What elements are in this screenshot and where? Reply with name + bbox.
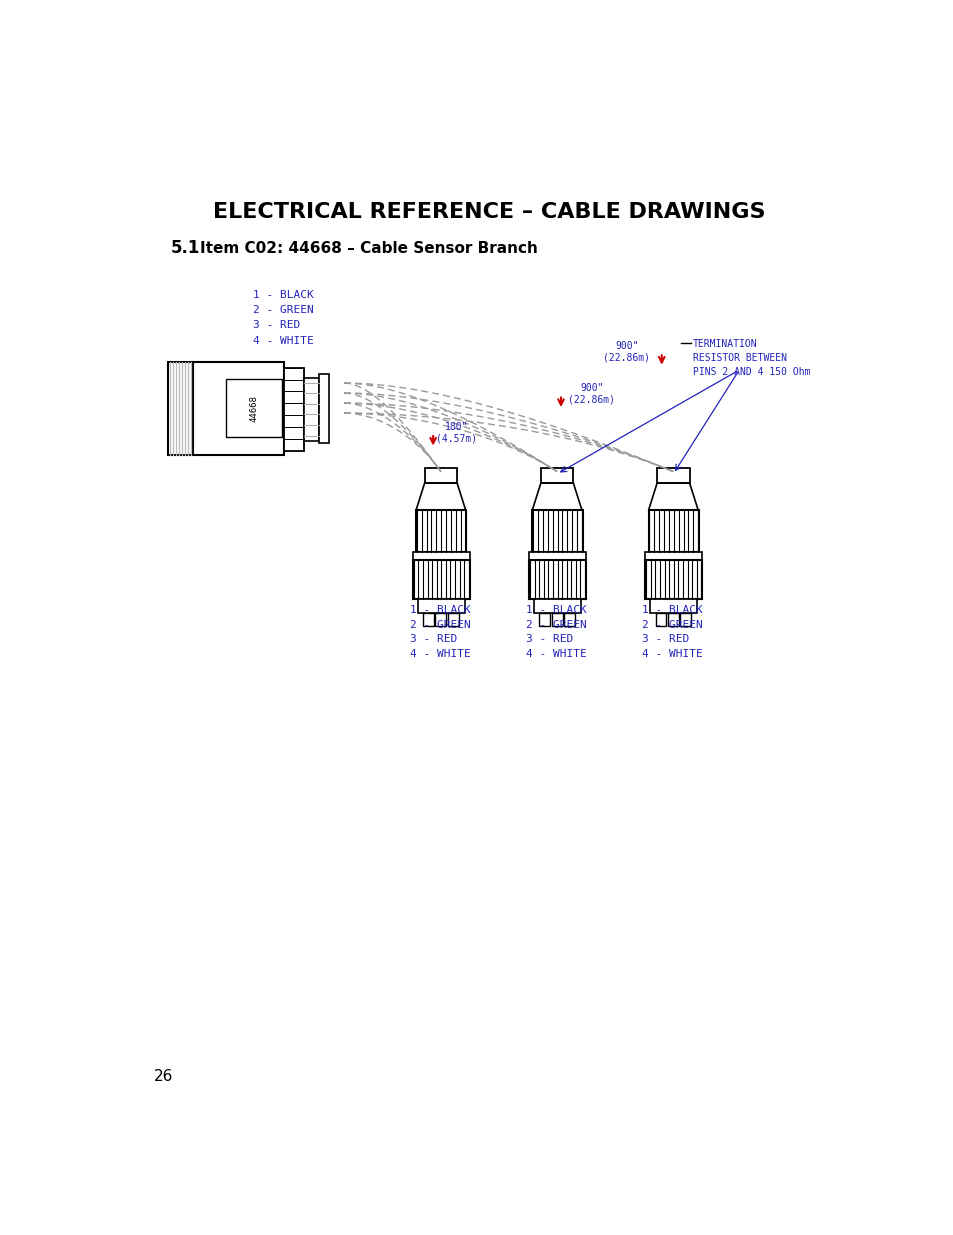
Bar bbox=[319, 374, 328, 443]
Bar bbox=[529, 552, 585, 561]
Bar bbox=[284, 368, 303, 451]
Bar bbox=[657, 468, 689, 483]
Text: 44668: 44668 bbox=[250, 395, 258, 421]
Bar bbox=[645, 561, 701, 599]
Text: 900"
(22.86m): 900" (22.86m) bbox=[568, 383, 615, 405]
Bar bbox=[303, 378, 319, 441]
Text: 2 - GREEN: 2 - GREEN bbox=[641, 620, 702, 630]
Bar bbox=[435, 613, 446, 626]
Text: 2 - GREEN: 2 - GREEN bbox=[410, 620, 470, 630]
Bar bbox=[532, 510, 582, 552]
Bar bbox=[193, 362, 284, 454]
Polygon shape bbox=[532, 483, 581, 510]
Bar bbox=[679, 613, 691, 626]
Text: 1 - BLACK: 1 - BLACK bbox=[253, 289, 313, 300]
Text: 3 - RED: 3 - RED bbox=[410, 635, 456, 645]
Bar bbox=[168, 362, 193, 454]
Bar bbox=[424, 468, 456, 483]
Bar bbox=[413, 561, 469, 599]
Text: 2 - GREEN: 2 - GREEN bbox=[525, 620, 586, 630]
Bar bbox=[413, 552, 469, 561]
Polygon shape bbox=[416, 483, 465, 510]
Bar bbox=[416, 510, 466, 552]
Bar bbox=[551, 613, 562, 626]
Text: TERMINATION
RESISTOR BETWEEN
PINS 2 AND 4 150 Ohm: TERMINATION RESISTOR BETWEEN PINS 2 AND … bbox=[692, 340, 809, 377]
Bar bbox=[417, 599, 464, 613]
Bar bbox=[226, 379, 282, 437]
Bar bbox=[422, 613, 434, 626]
Bar bbox=[563, 613, 575, 626]
Bar bbox=[655, 613, 666, 626]
Bar bbox=[645, 552, 701, 561]
Text: 2 - GREEN: 2 - GREEN bbox=[253, 305, 313, 315]
Text: ELECTRICAL REFERENCE – CABLE DRAWINGS: ELECTRICAL REFERENCE – CABLE DRAWINGS bbox=[213, 203, 764, 222]
Text: 4 - WHITE: 4 - WHITE bbox=[253, 336, 313, 346]
Text: 900"
(22.86m): 900" (22.86m) bbox=[602, 341, 650, 362]
Text: 1 - BLACK: 1 - BLACK bbox=[525, 605, 586, 615]
Bar bbox=[538, 613, 550, 626]
Text: 1 - BLACK: 1 - BLACK bbox=[410, 605, 470, 615]
Text: 3 - RED: 3 - RED bbox=[641, 635, 689, 645]
Text: 1 - BLACK: 1 - BLACK bbox=[641, 605, 702, 615]
Bar bbox=[649, 599, 697, 613]
Bar bbox=[667, 613, 679, 626]
Text: Item C02: 44668 – Cable Sensor Branch: Item C02: 44668 – Cable Sensor Branch bbox=[199, 241, 537, 256]
Polygon shape bbox=[648, 483, 698, 510]
Bar bbox=[529, 561, 585, 599]
Bar bbox=[447, 613, 458, 626]
Text: 3 - RED: 3 - RED bbox=[525, 635, 573, 645]
Text: 180"
(4.57m): 180" (4.57m) bbox=[436, 421, 476, 443]
Text: 4 - WHITE: 4 - WHITE bbox=[525, 650, 586, 659]
Text: 4 - WHITE: 4 - WHITE bbox=[410, 650, 470, 659]
Bar bbox=[534, 599, 580, 613]
Bar bbox=[540, 468, 573, 483]
Bar bbox=[648, 510, 699, 552]
Text: 4 - WHITE: 4 - WHITE bbox=[641, 650, 702, 659]
Text: 26: 26 bbox=[154, 1068, 173, 1083]
Text: 3 - RED: 3 - RED bbox=[253, 320, 299, 330]
Text: 5.1: 5.1 bbox=[171, 240, 199, 257]
